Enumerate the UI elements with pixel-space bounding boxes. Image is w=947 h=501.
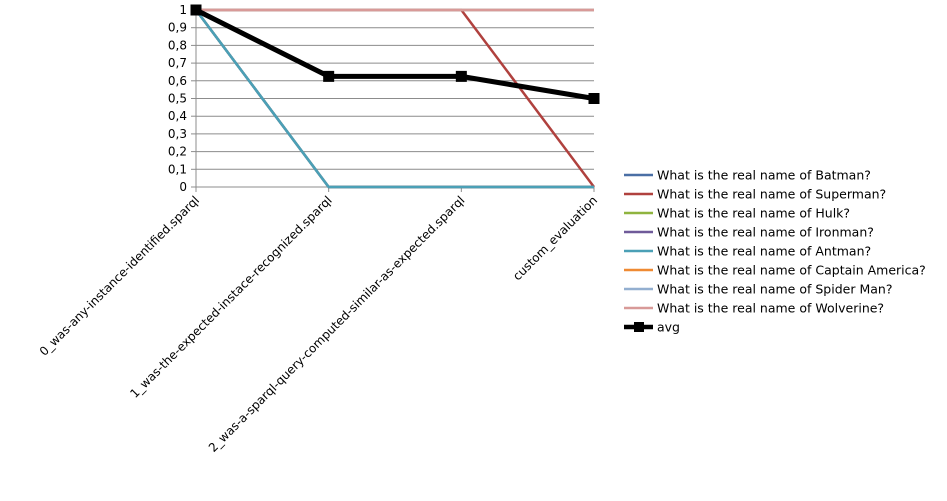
y-tick-label: 0,3 [168, 127, 187, 141]
series-lines [190, 4, 600, 189]
y-tick-label: 0,8 [168, 38, 187, 52]
y-tick-label: 0,6 [168, 74, 187, 88]
legend-label: What is the real name of Hulk? [657, 206, 850, 221]
avg-point-marker [190, 4, 202, 16]
y-tick-label: 0,4 [168, 109, 187, 123]
legend-label: What is the real name of Spider Man? [657, 282, 892, 297]
legend-label: avg [657, 320, 680, 335]
x-tick-label: custom_evaluation [510, 193, 600, 283]
legend-label: What is the real name of Superman? [657, 187, 886, 202]
series-line-avg [194, 7, 595, 101]
legend-label: What is the real name of Captain America… [657, 263, 926, 278]
y-tick-label: 1 [179, 3, 187, 17]
y-tick-label: 0,9 [168, 21, 187, 35]
y-tick-labels: 0 0,1 0,2 0,3 0,4 0,5 0,6 0,7 0,8 0,9 1 [168, 3, 187, 194]
avg-point-marker [588, 93, 600, 104]
legend-label: What is the real name of Antman? [657, 244, 871, 259]
y-tick-label: 0,7 [168, 56, 187, 70]
x-tick-labels: 0_was-any-instance-identified.sparql1_wa… [37, 193, 600, 455]
legend-label: What is the real name of Ironman? [657, 225, 874, 240]
y-tick-label: 0 [179, 180, 187, 194]
x-tick-label: 1_was-the-expected-instace-recognized.sp… [127, 193, 334, 400]
legend-marker [634, 322, 644, 332]
legend-label: What is the real name of Wolverine? [657, 301, 884, 316]
y-tick-label: 0,1 [168, 162, 187, 176]
legend-label: What is the real name of Batman? [657, 168, 871, 183]
x-tick-label: 2_was-a-sparql-query-computed-similar-as… [206, 193, 468, 455]
legend: What is the real name of Batman? What is … [624, 168, 926, 335]
x-tick-label: 0_was-any-instance-identified.sparql [37, 193, 202, 358]
y-tick-label: 0,5 [168, 92, 187, 106]
avg-point-marker [323, 70, 335, 82]
avg-point-marker [455, 70, 467, 82]
y-tick-label: 0,2 [168, 145, 187, 159]
series-line-4 [194, 9, 594, 189]
